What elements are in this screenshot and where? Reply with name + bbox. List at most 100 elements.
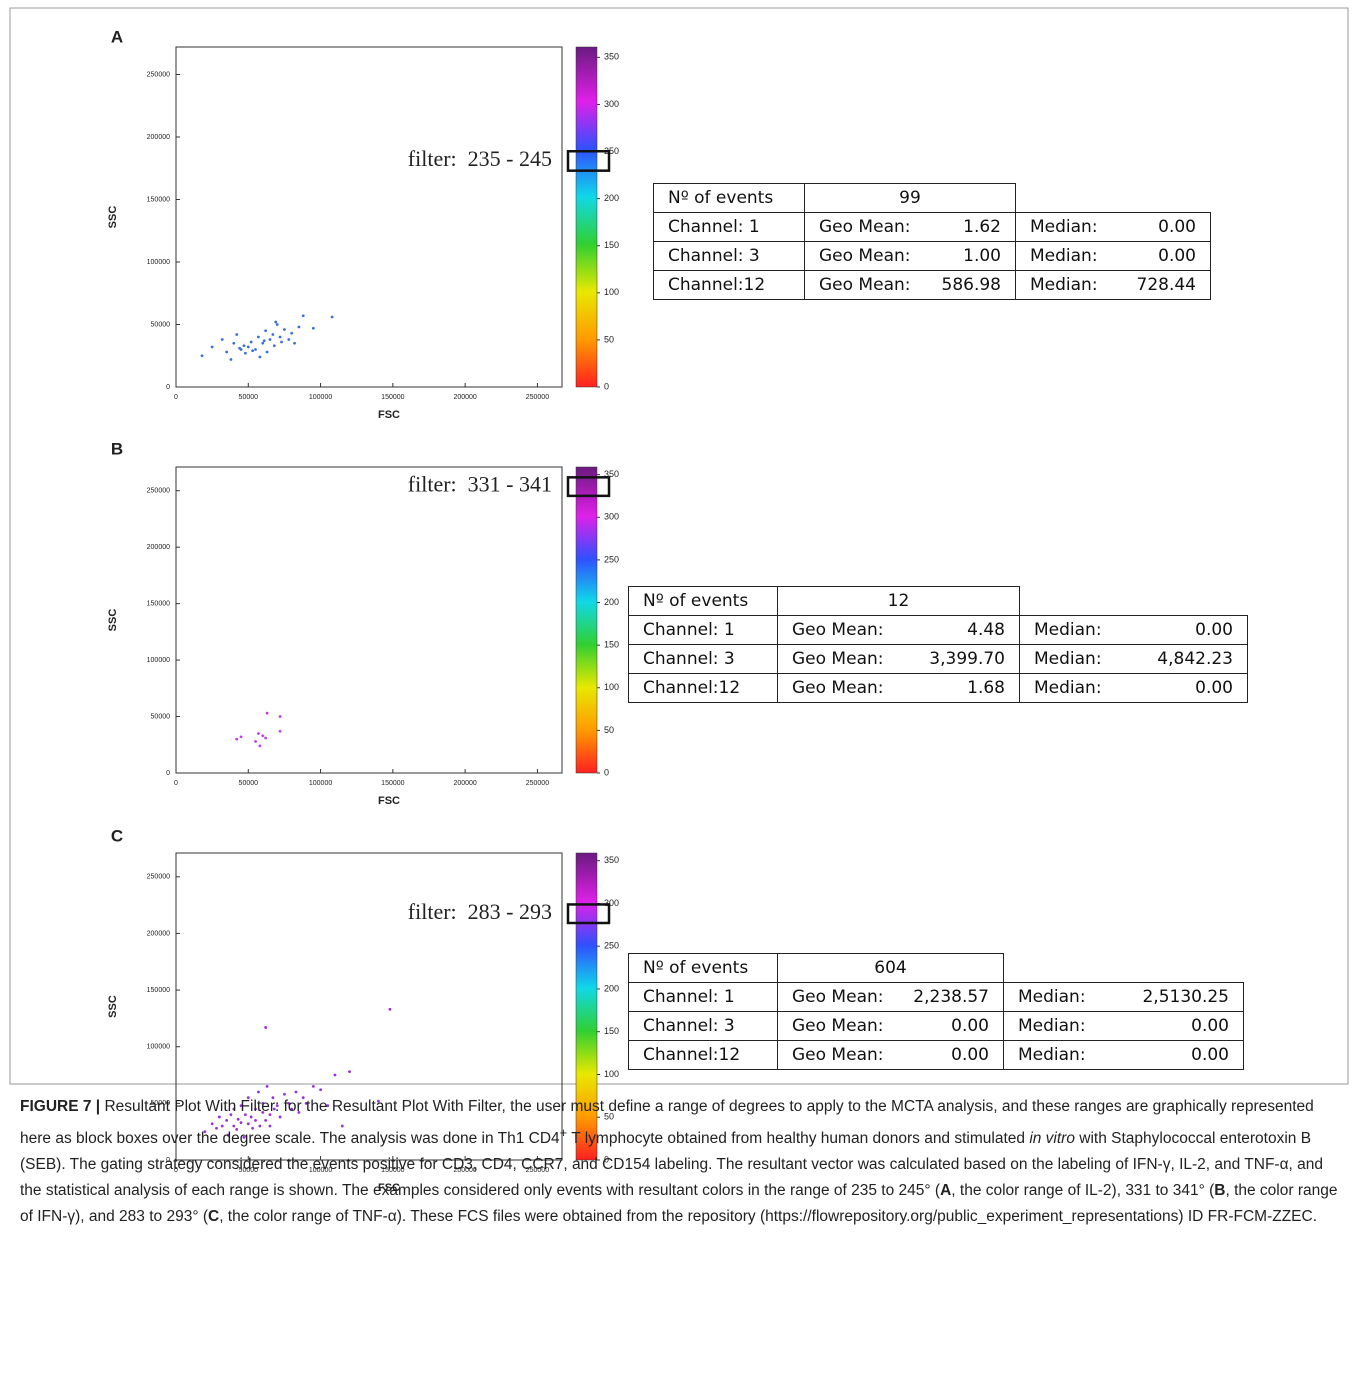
event-point — [257, 1090, 260, 1094]
median-value: 0.00 — [1191, 1045, 1229, 1065]
event-point — [348, 1070, 351, 1074]
median-value: 0.00 — [1195, 678, 1233, 698]
table-header-row: Nº of events 12 — [628, 586, 1247, 616]
table-header-row: Nº of events 604 — [628, 953, 1243, 983]
panel-label: A — [111, 27, 123, 46]
colorbar-tick-label: 50 — [604, 1112, 614, 1122]
geo-mean-value: 2,238.57 — [913, 987, 989, 1007]
median-value: 0.00 — [1158, 217, 1196, 237]
caption-italic: in vitro — [1029, 1130, 1075, 1148]
event-point — [243, 351, 247, 355]
filter-label: filter: 283 - 293 — [408, 899, 552, 924]
x-tick-label: 100000 — [309, 394, 332, 401]
event-point — [251, 349, 255, 353]
event-point — [297, 325, 301, 329]
event-point — [261, 734, 265, 738]
colorbar-tick-label: 300 — [604, 99, 619, 109]
event-point — [280, 340, 283, 344]
median-cell: Median: 4,842.23 — [1019, 644, 1248, 674]
caption-text: with Staphylococcal enterotoxin B (SEB).… — [20, 1130, 1324, 1200]
colorbar-tick-label: 250 — [604, 146, 619, 156]
y-tick-label: 250000 — [147, 874, 170, 881]
median-value: 4,842.23 — [1157, 649, 1233, 669]
event-point — [238, 346, 242, 350]
geo-mean-label: Geo Mean: — [792, 1016, 884, 1036]
channel-cell: Channel: 1 — [628, 615, 778, 645]
colorbar-tick-label: 350 — [604, 855, 619, 865]
colorbar — [575, 466, 598, 774]
y-tick-label: 100000 — [147, 1044, 170, 1051]
event-point — [290, 331, 294, 335]
median-label: Median: — [1030, 217, 1098, 237]
event-point — [264, 1118, 268, 1122]
geo-mean-value: 586.98 — [941, 275, 1001, 295]
y-tick-label: 0 — [166, 384, 170, 391]
filter-box — [566, 903, 611, 925]
event-point — [330, 315, 334, 319]
event-point — [275, 1104, 279, 1108]
caption-text: , the color range of IFN-γ), and 283 to … — [20, 1182, 1338, 1226]
event-point — [283, 328, 286, 331]
channel-cell: Channel: 3 — [653, 241, 805, 271]
geo-mean-value: 0.00 — [951, 1045, 989, 1065]
x-tick-label: 0 — [174, 780, 178, 787]
event-point — [326, 1104, 330, 1108]
event-point — [232, 1107, 236, 1111]
x-tick-label: 200000 — [453, 780, 476, 787]
panel-label: C — [111, 826, 123, 845]
y-tick-label: 250000 — [147, 488, 170, 495]
table-header-cell: 12 — [777, 586, 1020, 616]
y-tick-label: 200000 — [147, 134, 170, 141]
x-axis-label: FSC — [378, 795, 400, 807]
channel-cell: Channel:12 — [628, 673, 778, 703]
colorbar-tick-label: 200 — [604, 983, 619, 993]
colorbar — [575, 46, 598, 388]
colorbar — [575, 852, 598, 1161]
x-tick-label: 50000 — [239, 780, 259, 787]
geo-mean-cell: Geo Mean: 3,399.70 — [777, 644, 1020, 674]
event-point — [232, 1124, 236, 1128]
y-tick-label: 0 — [166, 1157, 170, 1164]
caption-text: , the color range of IL-2), 331 to 341° … — [951, 1182, 1215, 1200]
table-header-cell: Nº of events — [628, 586, 778, 616]
filter-box — [566, 150, 611, 172]
caption: FIGURE 7 | Resultant Plot With Filter: f… — [20, 1094, 1342, 1230]
event-point — [311, 1084, 315, 1088]
event-point — [275, 323, 279, 326]
median-cell: Median: 2,5130.25 — [1003, 982, 1244, 1012]
event-point — [242, 344, 246, 348]
y-tick-label: 150000 — [147, 196, 170, 203]
filter-box — [566, 476, 611, 498]
event-point — [242, 1135, 246, 1139]
table-row: Channel:12 Geo Mean: 586.98 Median: 728.44 — [653, 270, 1211, 300]
event-point — [220, 1124, 224, 1128]
colorbar-tick-label: 350 — [604, 469, 619, 479]
event-point — [261, 1111, 265, 1114]
colorbar-tick-label: 0 — [604, 381, 609, 391]
table-row: Channel:12 Geo Mean: 0.00 Median: 0.00 — [628, 1040, 1244, 1070]
x-tick-label: 0 — [174, 394, 178, 401]
event-point — [249, 1115, 253, 1119]
geo-mean-label: Geo Mean: — [819, 275, 911, 295]
median-label: Median: — [1034, 678, 1102, 698]
event-point — [210, 1122, 214, 1126]
colorbar-tick-label: 250 — [604, 941, 619, 951]
event-point — [257, 335, 260, 339]
stats-table: Nº of events 604 Channel: 1 Geo Mean: 2,238.… — [628, 953, 1244, 1070]
table-header-row: Nº of events 99 — [653, 183, 1210, 213]
geo-mean-label: Geo Mean: — [792, 678, 884, 698]
colorbar-tick-label: 0 — [604, 1154, 609, 1164]
event-point — [264, 736, 268, 740]
geo-mean-label: Geo Mean: — [792, 987, 884, 1007]
event-point — [278, 715, 282, 718]
event-point — [278, 729, 282, 733]
y-tick-label: 50000 — [151, 1100, 171, 1107]
y-tick-label: 100000 — [147, 657, 170, 664]
caption-sup: + — [559, 1125, 568, 1140]
colorbar-tick-label: 150 — [604, 240, 619, 250]
colorbar-tick-label: 100 — [604, 682, 619, 692]
median-value: 2,5130.25 — [1142, 987, 1229, 1007]
event-point — [235, 1128, 239, 1131]
colorbar-tick-label: 150 — [604, 640, 619, 650]
